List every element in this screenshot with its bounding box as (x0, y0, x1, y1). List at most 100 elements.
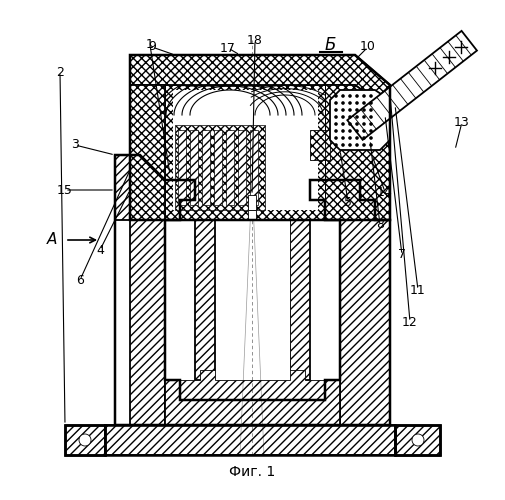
Circle shape (341, 101, 345, 105)
Bar (248, 210, 256, 220)
Circle shape (369, 136, 373, 140)
Text: Фиг. 1: Фиг. 1 (229, 465, 275, 479)
Circle shape (341, 129, 345, 133)
Text: 4: 4 (96, 244, 104, 256)
Text: 9: 9 (148, 40, 156, 54)
Bar (248, 195, 256, 210)
Polygon shape (165, 380, 340, 425)
Bar (240, 180, 265, 195)
Circle shape (334, 136, 338, 140)
Circle shape (341, 136, 345, 140)
Text: А: А (47, 232, 57, 248)
Circle shape (334, 115, 338, 119)
Text: 1: 1 (146, 38, 154, 52)
Polygon shape (395, 425, 440, 455)
Circle shape (341, 108, 345, 112)
Circle shape (334, 129, 338, 133)
Circle shape (341, 115, 345, 119)
Text: 6: 6 (76, 274, 84, 286)
Polygon shape (347, 31, 477, 140)
Circle shape (355, 108, 359, 112)
Circle shape (348, 115, 352, 119)
Circle shape (79, 434, 91, 446)
Text: 8: 8 (376, 218, 384, 232)
Polygon shape (130, 85, 165, 220)
Text: 12: 12 (402, 316, 418, 328)
Bar (173, 90, 318, 210)
Circle shape (348, 108, 352, 112)
Circle shape (362, 94, 366, 98)
Circle shape (348, 143, 352, 147)
Circle shape (369, 129, 373, 133)
Text: 2: 2 (56, 66, 64, 78)
Circle shape (355, 143, 359, 147)
Circle shape (341, 122, 345, 126)
Polygon shape (115, 155, 195, 425)
Circle shape (355, 122, 359, 126)
Circle shape (334, 143, 338, 147)
Circle shape (362, 122, 366, 126)
Circle shape (369, 122, 373, 126)
Circle shape (348, 101, 352, 105)
Circle shape (355, 101, 359, 105)
Circle shape (334, 122, 338, 126)
Polygon shape (65, 425, 105, 455)
Text: 18: 18 (247, 34, 263, 46)
Circle shape (369, 143, 373, 147)
Circle shape (348, 129, 352, 133)
Polygon shape (165, 180, 195, 220)
Circle shape (334, 94, 338, 98)
Circle shape (362, 129, 366, 133)
Text: 3: 3 (71, 138, 79, 151)
Text: 10: 10 (360, 40, 376, 54)
Circle shape (369, 101, 373, 105)
Circle shape (348, 122, 352, 126)
Circle shape (355, 136, 359, 140)
Circle shape (362, 115, 366, 119)
Circle shape (355, 129, 359, 133)
Circle shape (369, 94, 373, 98)
Circle shape (369, 115, 373, 119)
Polygon shape (325, 85, 390, 220)
Text: 13: 13 (454, 116, 470, 128)
Polygon shape (178, 130, 186, 205)
Circle shape (362, 136, 366, 140)
Polygon shape (250, 130, 258, 205)
Circle shape (334, 101, 338, 105)
Text: 7: 7 (398, 248, 406, 262)
Polygon shape (202, 130, 210, 205)
Bar (215, 180, 290, 380)
Polygon shape (195, 180, 215, 380)
Polygon shape (310, 180, 340, 220)
Bar (165, 85, 325, 220)
Circle shape (341, 143, 345, 147)
Polygon shape (238, 130, 246, 205)
Text: 14: 14 (377, 186, 393, 198)
Circle shape (355, 94, 359, 98)
Text: 15: 15 (57, 184, 73, 196)
Circle shape (334, 108, 338, 112)
Polygon shape (226, 130, 234, 205)
Polygon shape (130, 55, 390, 110)
Circle shape (348, 136, 352, 140)
Polygon shape (310, 180, 390, 425)
Polygon shape (180, 370, 325, 400)
Polygon shape (290, 180, 310, 380)
Circle shape (341, 94, 345, 98)
Bar (232, 160, 273, 180)
Polygon shape (165, 85, 325, 220)
Text: 17: 17 (220, 42, 236, 54)
Polygon shape (330, 90, 390, 150)
Polygon shape (190, 130, 198, 205)
Circle shape (362, 108, 366, 112)
Circle shape (348, 94, 352, 98)
Text: 5: 5 (344, 196, 352, 208)
Circle shape (355, 115, 359, 119)
Text: 11: 11 (410, 284, 426, 296)
Polygon shape (310, 130, 330, 160)
Circle shape (369, 108, 373, 112)
Text: Б: Б (324, 36, 336, 54)
Circle shape (412, 434, 424, 446)
Polygon shape (105, 425, 395, 455)
Polygon shape (214, 130, 222, 205)
